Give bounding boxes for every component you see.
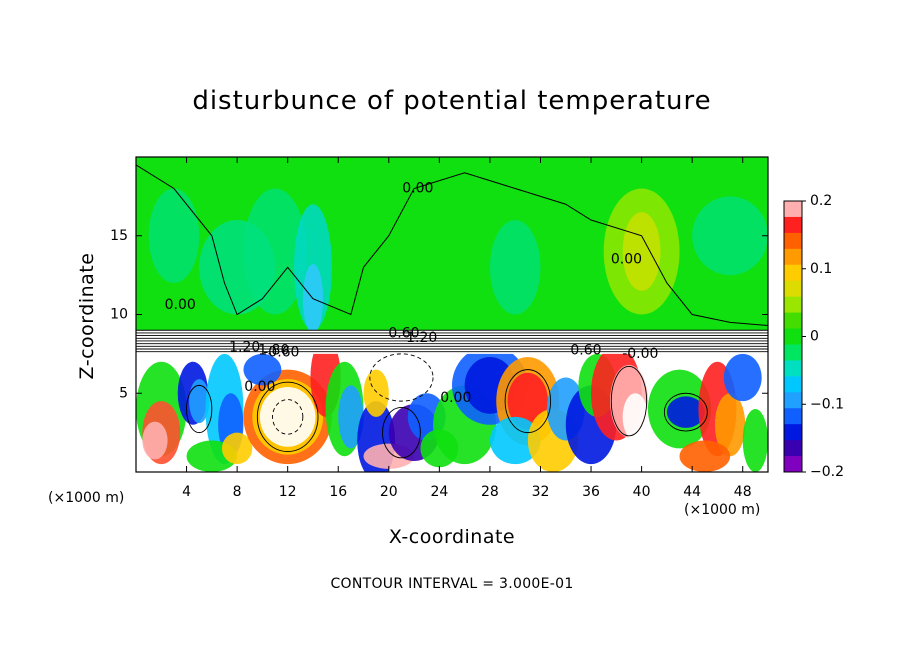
chart-title: disturbunce of potential temperature: [192, 86, 712, 116]
colorbar-tick-label: −0.1: [810, 396, 844, 412]
contour-interval-note: CONTOUR INTERVAL = 3.000E-01: [330, 576, 574, 592]
contour-line: [504, 369, 552, 434]
field-blob: [243, 353, 282, 386]
colorbar-swatch: [784, 360, 802, 377]
y-tick-label: 10: [110, 307, 128, 323]
field-blob: [666, 396, 705, 428]
x-axis-unit: (×1000 m): [684, 502, 761, 518]
contour-line-negative: [369, 353, 434, 402]
colorbar-swatch: [784, 248, 802, 266]
field-blob: [742, 409, 768, 472]
field-blob: [189, 379, 210, 424]
field-blob: [714, 393, 746, 457]
colorbar-swatch: [784, 296, 802, 314]
field-blob: [363, 369, 389, 417]
colorbar-swatch: [784, 312, 802, 330]
contour-label: -0.00: [622, 346, 658, 362]
colorbar-tick-label: 0.2: [810, 193, 832, 209]
contour-label: 0.00: [611, 251, 642, 267]
colorbar-swatch: [784, 264, 802, 282]
field-blob: [148, 188, 200, 283]
contour-label: 0.00: [440, 390, 471, 406]
field-blob: [679, 440, 731, 472]
contour-label: 0.00: [165, 297, 196, 313]
x-tick-label: 12: [279, 484, 297, 500]
colorbar-swatch: [784, 201, 802, 218]
z-axis-unit: (×1000 m): [48, 490, 125, 506]
contour-line-negative: [272, 399, 304, 435]
colorbar-swatch: [784, 280, 802, 298]
colorbar-swatch: [784, 328, 802, 345]
interface-band: [136, 330, 768, 354]
x-tick-label: 16: [329, 484, 347, 500]
x-tick-label: 28: [481, 484, 499, 500]
field-blob: [723, 353, 762, 402]
x-axis-label: X-coordinate: [388, 526, 516, 548]
y-axis: 5 10 15: [110, 228, 768, 401]
colorbar-swatch: [784, 440, 802, 457]
contour-label: 1.80: [258, 343, 289, 359]
colorbar-swatch: [784, 376, 802, 393]
colorbar-swatch: [784, 232, 802, 250]
contour-label: 1.20: [229, 340, 260, 356]
colorbar-tick-label: 0.1: [810, 261, 832, 277]
x-axis: 4 8 12 16 20 24 28 32 36 40 44 48: [182, 157, 752, 500]
contour-line: [256, 381, 319, 452]
x-tick-label: 8: [233, 484, 242, 500]
field-blob: [199, 220, 276, 315]
field-blob: [338, 385, 364, 449]
colorbar: 0.2 0.1 0 −0.1 −0.2: [783, 193, 844, 480]
field-blob: [489, 220, 541, 315]
contour-line: [186, 384, 213, 434]
contour-label: 0.60: [570, 343, 601, 359]
field-blob: [692, 196, 768, 276]
x-tick-label: 44: [683, 484, 701, 500]
x-tick-label: 20: [380, 484, 398, 500]
x-tick-label: 32: [532, 484, 550, 500]
colorbar-swatch: [784, 424, 802, 441]
colorbar-swatch: [784, 392, 802, 409]
contour-label: 0.60: [388, 325, 419, 341]
colorbar-tick-label: −0.2: [810, 464, 844, 480]
x-tick-label: 40: [633, 484, 651, 500]
contour-line: [610, 366, 648, 437]
field-blob: [221, 432, 253, 465]
field-blob: [622, 393, 648, 441]
colorbar-swatch: [784, 216, 802, 234]
field-blob: [142, 421, 168, 460]
colorbar-swatch: [784, 408, 802, 425]
field-blob: [622, 212, 661, 291]
x-tick-label: 4: [182, 484, 191, 500]
y-tick-label: 5: [119, 385, 128, 401]
contour-label: 1.20: [406, 330, 437, 346]
x-tick-label: 36: [582, 484, 600, 500]
contour-label: 0.00: [402, 181, 433, 197]
contour-lines: [136, 164, 768, 459]
colorbar-tick-label: 0: [810, 329, 819, 345]
y-tick-label: 15: [110, 228, 128, 244]
x-tick-label: 24: [430, 484, 448, 500]
field-blob: [259, 386, 316, 447]
colorbar-swatch: [784, 456, 802, 473]
contour-line-zero: [136, 164, 768, 327]
contour-line: [382, 406, 421, 459]
colorbar-swatch: [784, 344, 802, 361]
field-blob: [489, 416, 541, 465]
x-tick-label: 48: [734, 484, 752, 500]
contour-label: 0.00: [244, 379, 275, 395]
plot-area: [136, 157, 768, 472]
contour-line: [663, 392, 708, 432]
contour-labels: 0.000.000.000.601.201.201.80-0.600.000.0…: [165, 181, 659, 406]
contour-label: -0.60: [263, 344, 299, 360]
